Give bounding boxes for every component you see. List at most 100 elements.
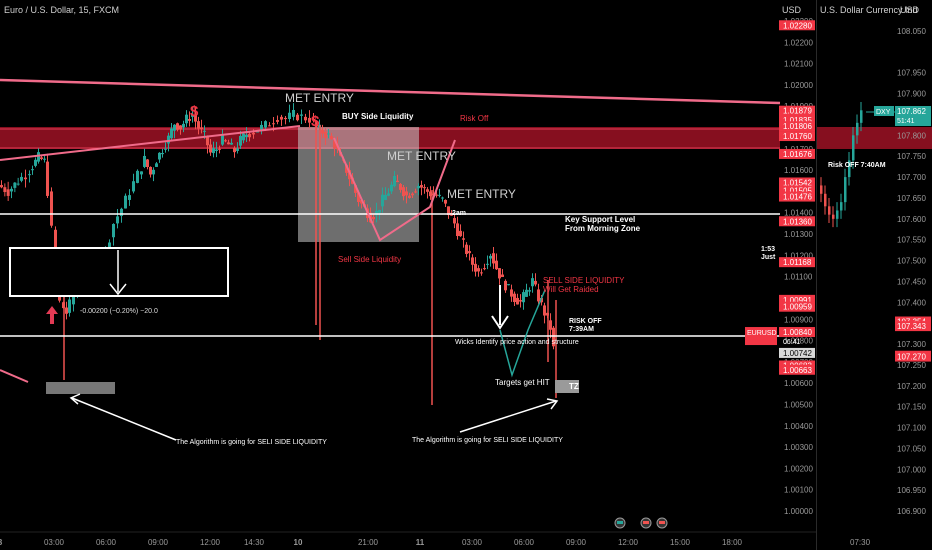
candle bbox=[324, 131, 327, 138]
candle bbox=[112, 224, 115, 238]
price-tag bbox=[779, 257, 815, 268]
candle bbox=[176, 123, 179, 130]
price-tick-label: 1.00200 bbox=[784, 464, 813, 473]
candle bbox=[108, 242, 111, 252]
side-price-tick-label: 107.600 bbox=[897, 215, 926, 224]
candle bbox=[239, 135, 242, 146]
candle bbox=[465, 244, 468, 254]
dxy-price-label: 107.862 bbox=[897, 107, 926, 116]
price-tag-label: 1.01806 bbox=[783, 122, 812, 131]
algo-label-1: The Algorithm is going for SELI SIDE LIQ… bbox=[176, 439, 327, 446]
candle bbox=[426, 189, 429, 192]
price-tag-label: 1.00840 bbox=[783, 328, 812, 337]
candle bbox=[179, 125, 182, 130]
candle bbox=[414, 191, 417, 193]
price-tick-label: 1.01200 bbox=[784, 251, 813, 260]
candle bbox=[10, 188, 13, 192]
candle bbox=[256, 131, 259, 133]
candle bbox=[390, 184, 393, 192]
candle bbox=[50, 191, 53, 226]
candle bbox=[495, 260, 498, 270]
price-tag bbox=[779, 121, 815, 132]
candle bbox=[200, 127, 203, 129]
consolidation-box bbox=[298, 127, 419, 242]
candle bbox=[124, 195, 127, 209]
ascending-trendline bbox=[0, 125, 301, 161]
candle bbox=[372, 216, 375, 220]
side-price-tick-label: 107.750 bbox=[897, 152, 926, 161]
price-tick-label: 1.00900 bbox=[784, 315, 813, 324]
candle bbox=[447, 206, 450, 216]
side-price-tick-label: 107.250 bbox=[897, 361, 926, 370]
price-tag-label: 1.01542 bbox=[783, 178, 812, 187]
candle bbox=[143, 155, 146, 167]
risk-off-label-2a: RISK OFF bbox=[569, 318, 602, 325]
candle bbox=[552, 327, 555, 347]
candle bbox=[46, 161, 49, 196]
candle bbox=[489, 255, 492, 259]
candle bbox=[230, 142, 233, 145]
time-tick-label: 06:00 bbox=[96, 538, 117, 547]
candle bbox=[504, 280, 507, 291]
price-tag-label: 1.00663 bbox=[783, 366, 812, 375]
sell-side-raid-label-1: SELL SIDE LIQUIDITY bbox=[543, 276, 625, 285]
time-tick-label: 09:00 bbox=[148, 538, 169, 547]
price-tick-label: 1.02000 bbox=[784, 81, 813, 90]
side-price-tick-label: 108.050 bbox=[897, 27, 926, 36]
candle bbox=[537, 289, 540, 302]
candle bbox=[462, 238, 465, 240]
candle bbox=[264, 121, 267, 128]
candle bbox=[477, 268, 480, 272]
side-candle bbox=[836, 210, 839, 219]
main-currency-label: USD bbox=[782, 5, 802, 15]
side-candle bbox=[852, 135, 855, 161]
candle bbox=[432, 193, 435, 196]
side-price-tick-label: 107.650 bbox=[897, 194, 926, 203]
side-price-tick-label: 107.550 bbox=[897, 236, 926, 245]
price-tag-label: 1.01168 bbox=[783, 258, 812, 267]
candle bbox=[191, 114, 194, 117]
price-tick-label: 1.00600 bbox=[784, 379, 813, 388]
dxy-price-tag bbox=[895, 106, 931, 126]
candle bbox=[185, 114, 188, 124]
time-tick-label: 06:00 bbox=[514, 538, 535, 547]
candle bbox=[304, 116, 307, 121]
price-tick-label: 1.02200 bbox=[784, 38, 813, 47]
side-candle bbox=[860, 110, 863, 123]
candle bbox=[194, 114, 197, 122]
candle bbox=[510, 289, 513, 297]
candle bbox=[507, 284, 510, 286]
candle bbox=[411, 193, 414, 196]
candle bbox=[182, 123, 185, 128]
candle bbox=[221, 135, 224, 145]
candle bbox=[248, 133, 251, 138]
candle bbox=[441, 197, 444, 199]
candle bbox=[296, 114, 299, 121]
candle bbox=[408, 195, 411, 198]
candle bbox=[132, 181, 135, 192]
event-flag-stripe bbox=[617, 521, 623, 524]
candle bbox=[519, 300, 522, 302]
event-flag-stripe bbox=[643, 521, 649, 524]
price-tag bbox=[779, 185, 815, 196]
candle bbox=[3, 187, 7, 193]
time-tick-label: 10 bbox=[294, 538, 303, 547]
candle bbox=[43, 158, 46, 160]
measure-box bbox=[9, 247, 229, 297]
candle bbox=[158, 152, 161, 160]
cut-label-2: Just bbox=[761, 254, 776, 261]
side-candles-group bbox=[820, 101, 863, 228]
time-tick-label: 03:00 bbox=[462, 538, 483, 547]
price-tag-label: 1.01760 bbox=[783, 132, 812, 141]
candle bbox=[242, 133, 245, 141]
side-candle bbox=[832, 214, 835, 219]
up-arrow-icon bbox=[46, 306, 58, 324]
time-tick-label: 09:00 bbox=[566, 538, 587, 547]
candle bbox=[54, 229, 57, 259]
low-marker-bar bbox=[46, 382, 115, 394]
candle bbox=[459, 230, 462, 237]
candle bbox=[471, 257, 474, 265]
met-entry-label-2: MET ENTRY bbox=[387, 149, 456, 163]
